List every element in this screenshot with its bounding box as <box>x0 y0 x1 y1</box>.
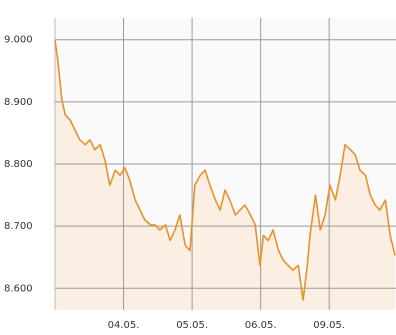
x-tick-label: 09.05. <box>313 320 345 331</box>
x-tick-label: 04.05. <box>108 320 140 331</box>
y-tick-label: 8.700 <box>4 221 33 232</box>
y-tick-label: 8.900 <box>4 97 33 108</box>
y-tick-label: 9.000 <box>4 35 33 46</box>
x-tick-label: 05.05. <box>176 320 208 331</box>
y-tick-label: 8.600 <box>4 283 33 294</box>
line <box>54 39 396 301</box>
x-tick-label: 06.05. <box>245 320 277 331</box>
y-tick-label: 8.800 <box>4 159 33 170</box>
